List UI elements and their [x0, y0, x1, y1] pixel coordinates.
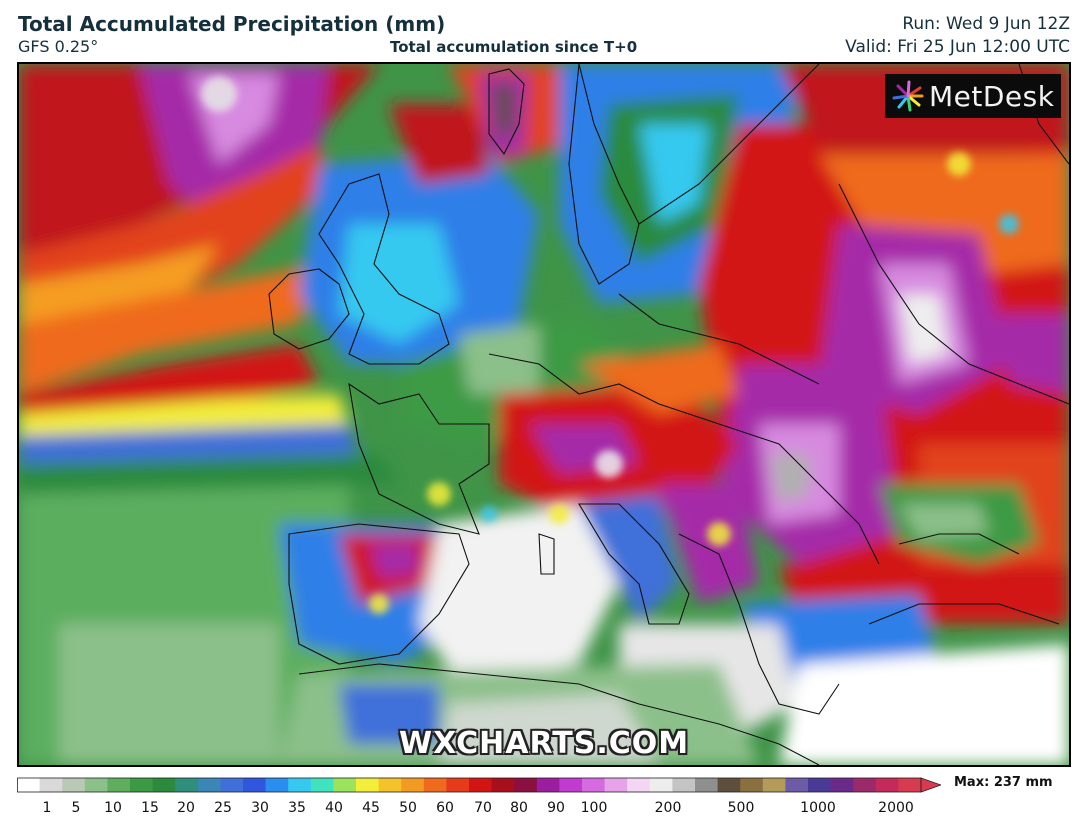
metdesk-logo-text: MetDesk — [929, 79, 1055, 113]
colorbar-tick-label: 5 — [71, 800, 81, 816]
colorbar-swatch — [333, 778, 357, 792]
colorbar-swatch — [695, 778, 719, 792]
colorbar-tick-label: 70 — [474, 800, 492, 816]
colorbar-swatch — [243, 778, 267, 792]
colorbar — [17, 777, 941, 793]
colorbar-tick-label: 80 — [510, 800, 528, 816]
colorbar-swatch — [62, 778, 86, 792]
colorbar-swatch — [740, 778, 764, 792]
colorbar-swatch — [17, 778, 41, 792]
colorbar-swatch — [853, 778, 877, 792]
colorbar-swatch — [310, 778, 334, 792]
colorbar-tick-labels: 1 5 10 15 20 25 30 35 40 45 50 60 70 80 90 100 200 500 100… — [0, 800, 1088, 820]
precipitation-field — [19, 64, 1069, 765]
colorbar-tick-label: 10 — [104, 800, 122, 816]
colorbar-swatch — [717, 778, 741, 792]
colorbar-tick-label: 100 — [580, 800, 608, 816]
coastlines — [268, 64, 1069, 765]
colorbar-swatch — [582, 778, 606, 792]
colorbar-swatch — [875, 778, 899, 792]
colorbar-extend-arrow — [920, 777, 941, 793]
colorbar-swatch — [536, 778, 560, 792]
colorbar-swatch — [808, 778, 832, 792]
colorbar-tick-label: 60 — [436, 800, 454, 816]
colorbar-swatch — [514, 778, 538, 792]
colorbar-swatch — [265, 778, 289, 792]
valid-time: Valid: Fri 25 Jun 12:00 UTC — [845, 37, 1070, 57]
colorbar-swatch — [84, 778, 108, 792]
colorbar-tick-label: 15 — [141, 800, 159, 816]
colorbar-swatch — [220, 778, 244, 792]
colorbar-swatch — [785, 778, 809, 792]
colorbar-swatch — [39, 778, 63, 792]
colorbar-swatch — [401, 778, 425, 792]
map-subtitle: Total accumulation since T+0 — [390, 38, 638, 56]
colorbar-swatch — [152, 778, 176, 792]
colorbar-swatch — [559, 778, 583, 792]
colorbar-tick-label: 40 — [325, 800, 343, 816]
colorbar-tick-label: 25 — [214, 800, 232, 816]
colorbar-swatch — [762, 778, 786, 792]
colorbar-tick-label: 20 — [177, 800, 195, 816]
colorbar-swatch — [830, 778, 854, 792]
colorbar-tick-label: 30 — [251, 800, 269, 816]
colorbar-outline — [17, 777, 922, 793]
colorbar-swatch — [378, 778, 402, 792]
colorbar-swatch — [356, 778, 380, 792]
colorbar-swatch — [672, 778, 696, 792]
colorbar-swatch — [898, 778, 922, 792]
metdesk-logo: MetDesk — [885, 74, 1061, 118]
colorbar-swatch — [197, 778, 221, 792]
colorbar-tick-label: 1000 — [800, 800, 836, 816]
wxcharts-watermark: WXCHARTS.COM — [399, 726, 690, 761]
metdesk-logo-icon — [892, 80, 924, 112]
colorbar-swatch — [107, 778, 131, 792]
colorbar-swatch — [649, 778, 673, 792]
colorbar-tick-label: 2000 — [878, 800, 914, 816]
colorbar-swatch — [469, 778, 493, 792]
colorbar-tick-label: 45 — [362, 800, 380, 816]
colorbar-swatch — [446, 778, 470, 792]
model-label: GFS 0.25° — [18, 37, 99, 56]
max-value-label: Max: 237 mm — [954, 775, 1053, 790]
colorbar-swatch — [423, 778, 447, 792]
run-time: Run: Wed 9 Jun 12Z — [902, 14, 1070, 34]
colorbar-swatch — [627, 778, 651, 792]
precipitation-map: MetDesk WXCHARTS.COM — [17, 62, 1071, 767]
colorbar-swatch — [175, 778, 199, 792]
colorbar-swatch — [130, 778, 154, 792]
colorbar-tick-label: 1 — [42, 800, 52, 816]
colorbar-swatch — [288, 778, 312, 792]
colorbar-tick-label: 200 — [654, 800, 682, 816]
colorbar-tick-label: 500 — [727, 800, 755, 816]
colorbar-tick-label: 35 — [288, 800, 306, 816]
colorbar-tick-label: 50 — [399, 800, 417, 816]
colorbar-swatch — [491, 778, 515, 792]
colorbar-swatch — [604, 778, 628, 792]
colorbar-tick-label: 90 — [547, 800, 565, 816]
map-title: Total Accumulated Precipitation (mm) — [18, 12, 446, 36]
